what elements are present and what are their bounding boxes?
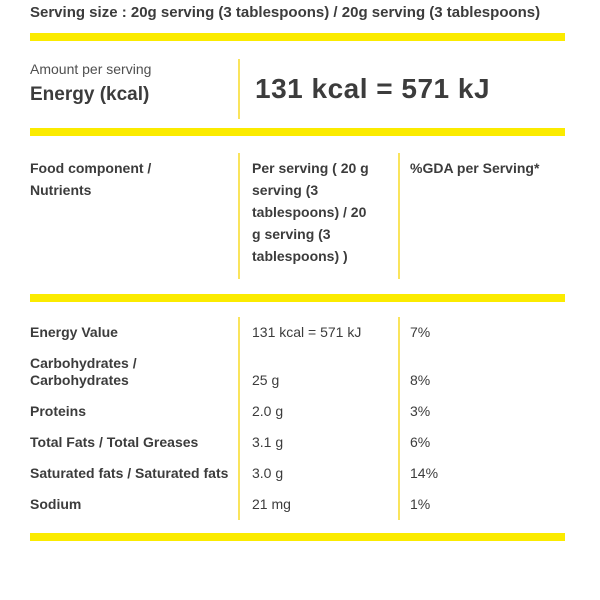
- nutrition-label: Serving size : 20g serving (3 tablespoon…: [30, 0, 565, 541]
- nutrient-name: Saturated fats / Saturated fats: [30, 465, 229, 481]
- energy-panel-left: Amount per serving Energy (kcal): [30, 59, 238, 119]
- nutrient-name: Carbohydrates / Carbohydrates: [30, 355, 137, 388]
- nutrient-amount: 3.0 g: [238, 458, 398, 489]
- table-row: Proteins 2.0 g 3%: [30, 396, 565, 427]
- divider-bar-header: [30, 294, 565, 302]
- nutrient-name: Energy Value: [30, 324, 118, 340]
- table-row: Sodium 21 mg 1%: [30, 489, 565, 520]
- energy-panel: Amount per serving Energy (kcal) 131 kca…: [30, 59, 565, 119]
- col-header-per-serving: Per serving ( 20 g serving (3 tablespoon…: [238, 153, 398, 279]
- nutrient-name: Sodium: [30, 496, 82, 512]
- nutrient-amount: 25 g: [238, 348, 398, 396]
- nutrient-gda: 1%: [398, 489, 565, 520]
- nutrition-rows: Energy Value 131 kcal = 571 kJ 7% Carboh…: [30, 317, 565, 520]
- nutrient-name: Total Fats / Total Greases: [30, 434, 199, 450]
- nutrient-amount: 2.0 g: [238, 396, 398, 427]
- nutrient-amount: 131 kcal = 571 kJ: [238, 317, 398, 348]
- nutrient-gda: 14%: [398, 458, 565, 489]
- table-header-row: Food component / Nutrients Per serving (…: [30, 153, 565, 279]
- nutrient-gda: 3%: [398, 396, 565, 427]
- nutrient-gda: 6%: [398, 427, 565, 458]
- nutrient-amount: 21 mg: [238, 489, 398, 520]
- nutrient-name: Proteins: [30, 403, 87, 419]
- table-row: Saturated fats / Saturated fats 3.0 g 14…: [30, 458, 565, 489]
- serving-size-text: Serving size : 20g serving (3 tablespoon…: [30, 4, 541, 21]
- divider-bar-bottom: [30, 533, 565, 541]
- table-row: Total Fats / Total Greases 3.1 g 6%: [30, 427, 565, 458]
- divider-bar-energy: [30, 128, 565, 136]
- nutrient-gda: 8%: [398, 348, 565, 396]
- nutrient-amount: 3.1 g: [238, 427, 398, 458]
- energy-value: 131 kcal = 571 kJ: [238, 59, 565, 119]
- divider-bar-top: [30, 33, 565, 41]
- col-header-gda: %GDA per Serving*: [398, 153, 565, 279]
- energy-name: Energy (kcal): [30, 84, 150, 105]
- nutrient-gda: 7%: [398, 317, 565, 348]
- table-row: Energy Value 131 kcal = 571 kJ 7%: [30, 317, 565, 348]
- amount-per-serving-label: Amount per serving: [30, 61, 152, 77]
- col-header-nutrients: Food component / Nutrients: [30, 160, 152, 198]
- table-row: Carbohydrates / Carbohydrates 25 g 8%: [30, 348, 565, 396]
